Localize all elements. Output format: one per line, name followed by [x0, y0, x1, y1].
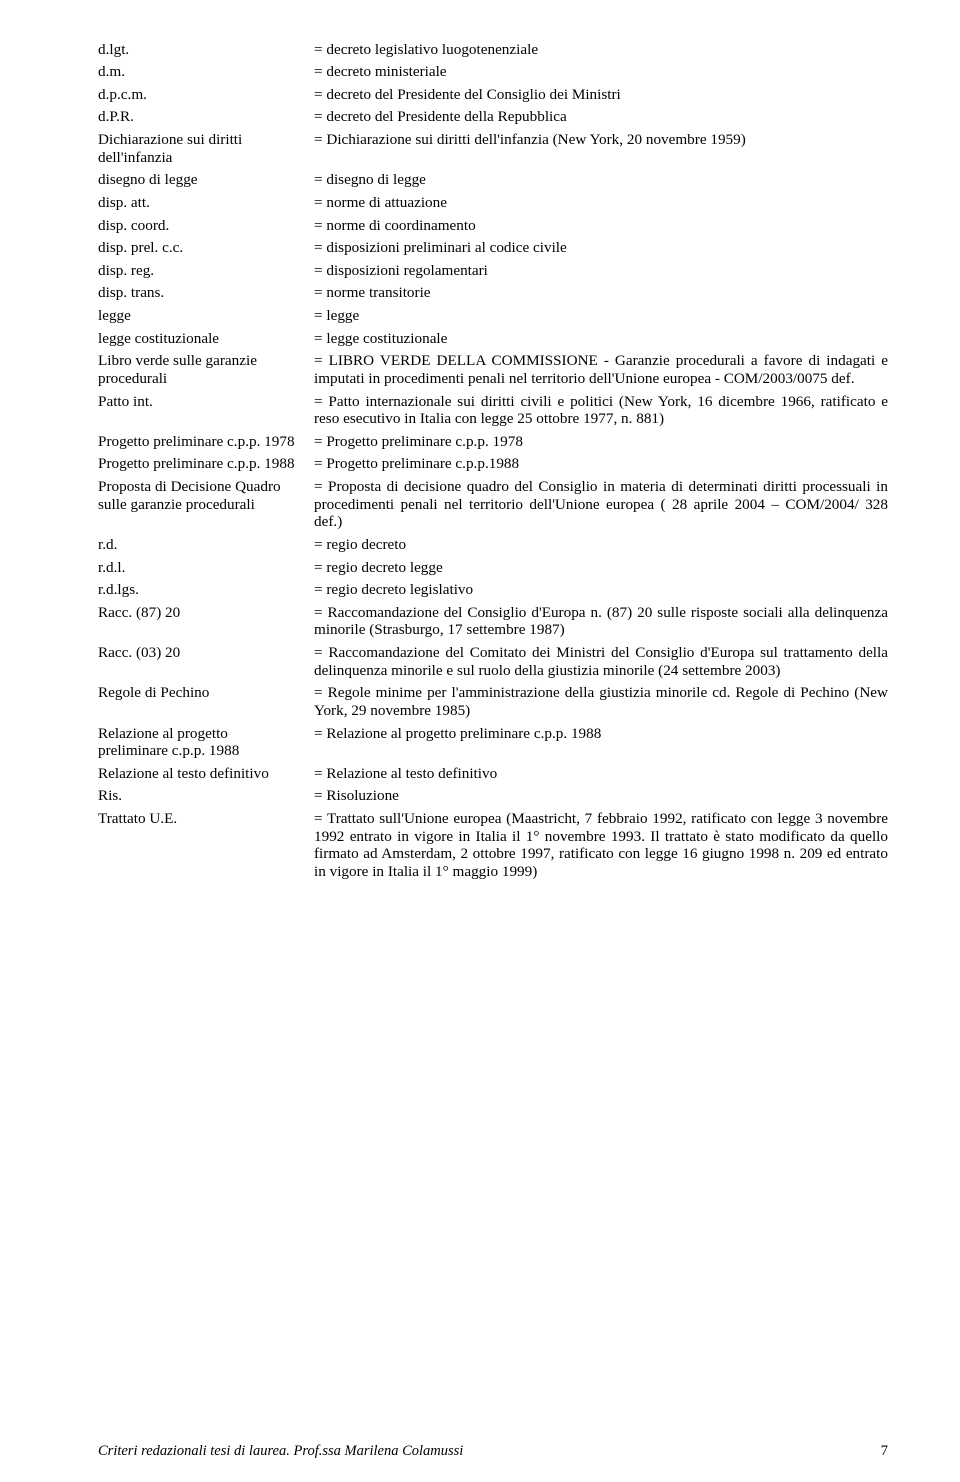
- definition-cell: = Trattato sull'Unione europea (Maastric…: [308, 808, 888, 884]
- term-cell: disp. prel. c.c.: [98, 237, 308, 260]
- term-cell: r.d.: [98, 533, 308, 556]
- term-cell: r.d.lgs.: [98, 579, 308, 602]
- definition-cell: = disposizioni preliminari al codice civ…: [308, 237, 888, 260]
- page-footer: Criteri redazionali tesi di laurea. Prof…: [98, 1443, 888, 1460]
- table-row: d.lgt.= decreto legislativo luogotenenzi…: [98, 38, 888, 61]
- definition-cell: = legge costituzionale: [308, 327, 888, 350]
- term-cell: disp. reg.: [98, 259, 308, 282]
- term-cell: d.lgt.: [98, 38, 308, 61]
- table-row: Patto int.= Patto internazionale sui dir…: [98, 390, 888, 430]
- definition-cell: = decreto ministeriale: [308, 61, 888, 84]
- definition-cell: = Dichiarazione sui diritti dell'infanzi…: [308, 129, 888, 169]
- table-row: disp. reg.= disposizioni regolamentari: [98, 259, 888, 282]
- term-cell: Progetto preliminare c.p.p. 1988: [98, 453, 308, 476]
- definition-cell: = regio decreto: [308, 533, 888, 556]
- table-row: Racc. (87) 20= Raccomandazione del Consi…: [98, 601, 888, 641]
- table-row: Racc. (03) 20= Raccomandazione del Comit…: [98, 642, 888, 682]
- term-cell: legge: [98, 305, 308, 328]
- table-row: Libro verde sulle garanzie procedurali= …: [98, 350, 888, 390]
- term-cell: Racc. (03) 20: [98, 642, 308, 682]
- definition-cell: = Progetto preliminare c.p.p. 1978: [308, 430, 888, 453]
- definition-cell: = disegno di legge: [308, 169, 888, 192]
- definition-cell: = disposizioni regolamentari: [308, 259, 888, 282]
- term-cell: Regole di Pechino: [98, 682, 308, 722]
- table-row: Dichiarazione sui diritti dell'infanzia=…: [98, 129, 888, 169]
- table-row: Ris.= Risoluzione: [98, 785, 888, 808]
- term-cell: Trattato U.E.: [98, 808, 308, 884]
- definition-cell: = Relazione al testo definitivo: [308, 762, 888, 785]
- term-cell: d.p.c.m.: [98, 83, 308, 106]
- term-cell: Proposta di Decisione Quadro sulle garan…: [98, 476, 308, 534]
- term-cell: Progetto preliminare c.p.p. 1978: [98, 430, 308, 453]
- definition-cell: = Proposta di decisione quadro del Consi…: [308, 476, 888, 534]
- table-row: disp. trans.= norme transitorie: [98, 282, 888, 305]
- term-cell: Racc. (87) 20: [98, 601, 308, 641]
- definition-cell: = decreto del Presidente della Repubblic…: [308, 106, 888, 129]
- term-cell: disp. coord.: [98, 214, 308, 237]
- term-cell: disp. trans.: [98, 282, 308, 305]
- definition-cell: = regio decreto legge: [308, 556, 888, 579]
- term-cell: Relazione al progetto preliminare c.p.p.…: [98, 722, 308, 762]
- table-row: disp. prel. c.c.= disposizioni prelimina…: [98, 237, 888, 260]
- table-row: d.P.R.= decreto del Presidente della Rep…: [98, 106, 888, 129]
- definition-cell: = Relazione al progetto preliminare c.p.…: [308, 722, 888, 762]
- footer-text: Criteri redazionali tesi di laurea. Prof…: [98, 1443, 463, 1459]
- definition-cell: = Patto internazionale sui diritti civil…: [308, 390, 888, 430]
- definition-cell: = regio decreto legislativo: [308, 579, 888, 602]
- table-row: disegno di legge= disegno di legge: [98, 169, 888, 192]
- table-row: Regole di Pechino= Regole minime per l'a…: [98, 682, 888, 722]
- table-row: d.p.c.m.= decreto del Presidente del Con…: [98, 83, 888, 106]
- term-cell: d.m.: [98, 61, 308, 84]
- term-cell: disegno di legge: [98, 169, 308, 192]
- term-cell: Dichiarazione sui diritti dell'infanzia: [98, 129, 308, 169]
- definition-cell: = legge: [308, 305, 888, 328]
- definition-cell: = decreto legislativo luogotenenziale: [308, 38, 888, 61]
- definition-cell: = norme di attuazione: [308, 191, 888, 214]
- term-cell: Relazione al testo definitivo: [98, 762, 308, 785]
- term-cell: Libro verde sulle garanzie procedurali: [98, 350, 308, 390]
- definition-cell: = Raccomandazione del Comitato dei Minis…: [308, 642, 888, 682]
- table-row: Trattato U.E.= Trattato sull'Unione euro…: [98, 808, 888, 884]
- abbreviations-table: d.lgt.= decreto legislativo luogotenenzi…: [98, 38, 888, 883]
- table-row: disp. att.= norme di attuazione: [98, 191, 888, 214]
- table-row: Proposta di Decisione Quadro sulle garan…: [98, 476, 888, 534]
- table-row: Progetto preliminare c.p.p. 1988= Proget…: [98, 453, 888, 476]
- term-cell: Patto int.: [98, 390, 308, 430]
- term-cell: Ris.: [98, 785, 308, 808]
- table-row: r.d.lgs.= regio decreto legislativo: [98, 579, 888, 602]
- definition-cell: = Progetto preliminare c.p.p.1988: [308, 453, 888, 476]
- definition-cell: = Raccomandazione del Consiglio d'Europa…: [308, 601, 888, 641]
- table-row: r.d.l.= regio decreto legge: [98, 556, 888, 579]
- definition-cell: = Risoluzione: [308, 785, 888, 808]
- table-row: Progetto preliminare c.p.p. 1978= Proget…: [98, 430, 888, 453]
- term-cell: disp. att.: [98, 191, 308, 214]
- table-row: Relazione al testo definitivo= Relazione…: [98, 762, 888, 785]
- term-cell: legge costituzionale: [98, 327, 308, 350]
- page-number: 7: [881, 1443, 888, 1460]
- definition-cell: = LIBRO VERDE DELLA COMMISSIONE - Garanz…: [308, 350, 888, 390]
- table-row: legge= legge: [98, 305, 888, 328]
- definition-cell: = norme transitorie: [308, 282, 888, 305]
- definition-cell: = decreto del Presidente del Consiglio d…: [308, 83, 888, 106]
- table-row: disp. coord.= norme di coordinamento: [98, 214, 888, 237]
- table-row: legge costituzionale= legge costituziona…: [98, 327, 888, 350]
- table-row: r.d.= regio decreto: [98, 533, 888, 556]
- definition-cell: = Regole minime per l'amministrazione de…: [308, 682, 888, 722]
- definition-cell: = norme di coordinamento: [308, 214, 888, 237]
- table-row: d.m.= decreto ministeriale: [98, 61, 888, 84]
- table-row: Relazione al progetto preliminare c.p.p.…: [98, 722, 888, 762]
- term-cell: r.d.l.: [98, 556, 308, 579]
- term-cell: d.P.R.: [98, 106, 308, 129]
